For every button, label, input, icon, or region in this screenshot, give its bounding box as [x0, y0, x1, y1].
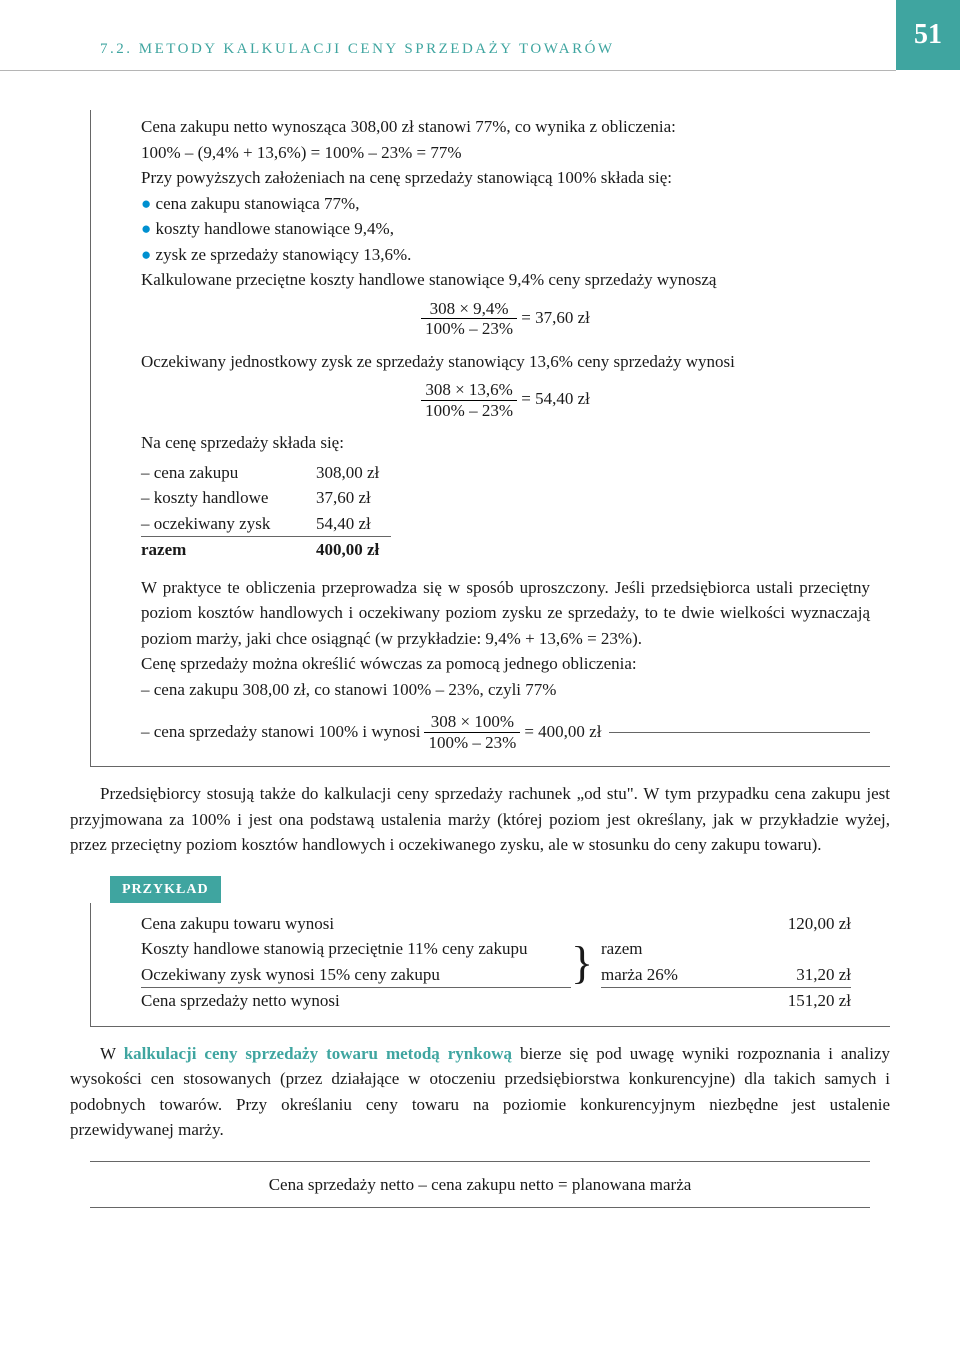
- example-cell: Cena zakupu towaru wynosi: [141, 911, 571, 937]
- paragraph: Kalkulowane przeciętne koszty handlowe s…: [141, 267, 870, 293]
- page-header: 7.2. METODY KALKULACJI CENY SPRZEDAŻY TO…: [100, 38, 960, 70]
- example-cell: Oczekiwany zysk wynosi 15% ceny zakupu: [141, 962, 571, 989]
- formula-result: = 54,40 zł: [521, 389, 590, 408]
- formula-result: = 37,60 zł: [521, 307, 590, 326]
- bullet-icon: ●: [141, 194, 156, 213]
- paragraph: Cenę sprzedaży można określić wówczas za…: [141, 651, 870, 677]
- example-cell: 120,00 zł: [751, 911, 851, 937]
- example-table: Cena zakupu towaru wynosi 120,00 zł Kosz…: [141, 911, 872, 1014]
- fraction: 308 × 13,6% 100% – 23%: [421, 380, 517, 420]
- paragraph: W kalkulacji ceny sprzedaży towaru metod…: [70, 1041, 890, 1143]
- bullet-icon: ●: [141, 245, 156, 264]
- bullet-icon: ●: [141, 219, 156, 238]
- bullet-item: ● cena zakupu stanowiąca 77%,: [141, 191, 870, 217]
- example-cell: Koszty handlowe stanowią przeciętnie 11%…: [141, 936, 571, 962]
- rule-line: [609, 732, 870, 733]
- brace-icon: }: [571, 949, 601, 976]
- formula-result: = 400,00 zł: [524, 719, 601, 745]
- example-cell: marża 26%: [601, 962, 751, 989]
- table-row: – koszty handlowe37,60 zł: [141, 485, 870, 511]
- paragraph: – cena zakupu 308,00 zł, co stanowi 100%…: [141, 677, 870, 703]
- example-box: Cena zakupu towaru wynosi 120,00 zł Kosz…: [90, 903, 890, 1027]
- header-rule: [0, 70, 896, 71]
- section-title: 7.2. METODY KALKULACJI CENY SPRZEDAŻY TO…: [100, 38, 896, 61]
- table-row: – cena zakupu308,00 zł: [141, 460, 870, 486]
- paragraph: Przy powyższych założeniach na cenę sprz…: [141, 165, 870, 191]
- breakdown-title: Na cenę sprzedaży składa się:: [141, 430, 870, 456]
- example-label: PRZYKŁAD: [110, 876, 221, 903]
- bullet-item: ● koszty handlowe stanowiące 9,4%,: [141, 216, 870, 242]
- paragraph: W praktyce te obliczenia przeprowadza si…: [141, 575, 870, 652]
- main-box: Cena zakupu netto wynosząca 308,00 zł st…: [90, 110, 890, 767]
- fraction: 308 × 9,4% 100% – 23%: [421, 299, 517, 339]
- formula: 308 × 9,4% 100% – 23% = 37,60 zł: [141, 299, 870, 339]
- section-title-text: METODY KALKULACJI CENY SPRZEDAŻY TOWARÓW: [139, 41, 615, 57]
- page-number: 51: [896, 0, 960, 70]
- breakdown-table: – cena zakupu308,00 zł – koszty handlowe…: [141, 460, 870, 563]
- example-cell: Cena sprzedaży netto wynosi: [141, 988, 571, 1014]
- paragraph: Oczekiwany jednostkowy zysk ze sprzedaży…: [141, 349, 870, 375]
- paragraph: Przedsiębiorcy stosują także do kalkulac…: [70, 781, 890, 858]
- formula: 308 × 13,6% 100% – 23% = 54,40 zł: [141, 380, 870, 420]
- section-number: 7.2.: [100, 41, 133, 57]
- highlighted-term: kalkulacji ceny sprzedaży towaru metodą …: [124, 1044, 512, 1063]
- paragraph: Cena zakupu netto wynosząca 308,00 zł st…: [141, 114, 870, 140]
- example-cell: razem: [601, 936, 751, 962]
- example-cell: 31,20 zł: [751, 962, 851, 989]
- page-content: Cena zakupu netto wynosząca 308,00 zł st…: [70, 110, 890, 1208]
- fraction: 308 × 100% 100% – 23%: [424, 712, 520, 752]
- paragraph: – cena sprzedaży stanowi 100% i wynosi 3…: [141, 712, 870, 752]
- table-row: – oczekiwany zysk54,40 zł: [141, 511, 391, 538]
- example-cell: 151,20 zł: [751, 988, 851, 1014]
- equation: 100% – (9,4% + 13,6%) = 100% – 23% = 77%: [141, 140, 870, 166]
- table-row: razem400,00 zł: [141, 537, 870, 563]
- formula-box: Cena sprzedaży netto – cena zakupu netto…: [90, 1161, 870, 1209]
- bullet-item: ● zysk ze sprzedaży stanowiący 13,6%.: [141, 242, 870, 268]
